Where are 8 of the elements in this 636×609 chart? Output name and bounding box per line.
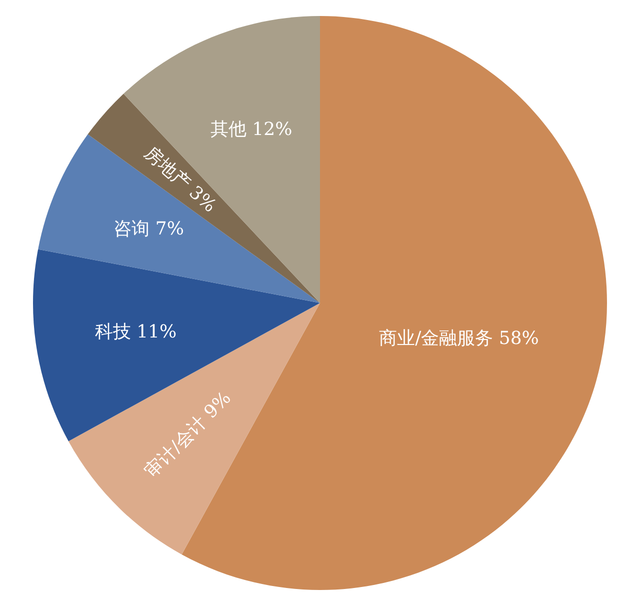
pie-slice <box>88 94 320 303</box>
slice-label: 房地产 3% <box>140 142 220 217</box>
pie-slice <box>68 303 320 554</box>
slice-label: 审计/会计 9% <box>140 388 236 482</box>
slice-label: 科技 11% <box>94 322 177 343</box>
slice-label: 商业/金融服务 58% <box>379 328 539 350</box>
slice-label: 其他 12% <box>210 119 292 140</box>
slice-label: 咨询 7% <box>114 218 184 240</box>
